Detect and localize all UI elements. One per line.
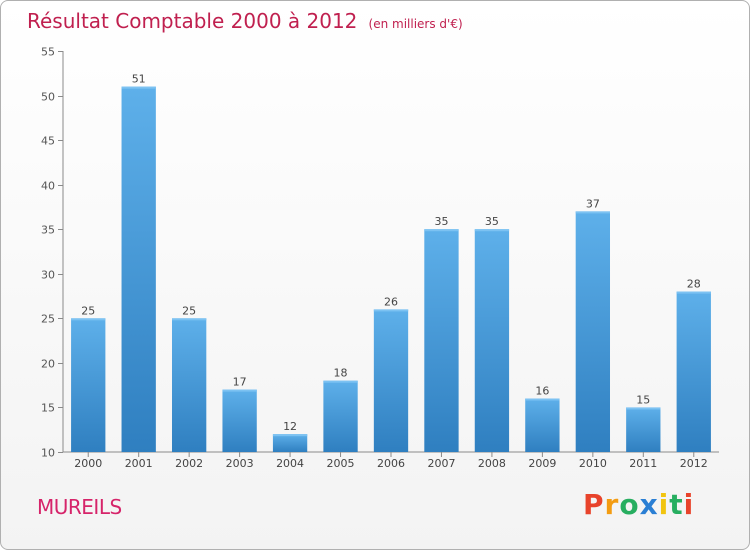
bar xyxy=(121,86,156,453)
commune-name: MUREILS xyxy=(37,495,122,519)
y-tick-label: 50 xyxy=(41,91,55,104)
y-tick-label: 10 xyxy=(41,447,55,460)
bar-top-highlight xyxy=(474,229,510,232)
x-tick-label: 2009 xyxy=(528,457,556,470)
logo-letter: r xyxy=(604,488,620,521)
bar-value-label: 35 xyxy=(485,215,499,228)
bar xyxy=(272,434,308,452)
plot-area: 10 15 20 25 30 35 40 45 50 55 25 2000 51 2001 25 2002 17… xyxy=(41,46,719,470)
y-tick-label: 15 xyxy=(41,402,55,415)
logo-letter: i xyxy=(683,488,695,521)
bar-top-highlight xyxy=(424,229,459,232)
x-tick-label: 2005 xyxy=(327,457,355,470)
x-tick-label: 2001 xyxy=(125,457,153,470)
x-tick-label: 2002 xyxy=(175,457,203,470)
logo-letter: o xyxy=(619,488,640,521)
logo-letter: P xyxy=(583,488,605,521)
bar-top-highlight xyxy=(121,86,156,89)
chart-title-text: Résultat Comptable 2000 à 2012 xyxy=(27,9,358,33)
y-tick-label: 20 xyxy=(41,358,55,371)
bar xyxy=(373,309,409,452)
bar-top-highlight xyxy=(676,291,711,294)
y-tick-label: 25 xyxy=(41,313,55,326)
bar-top-highlight xyxy=(626,407,661,410)
x-tick-label: 2003 xyxy=(226,457,254,470)
logo-letter: t xyxy=(669,488,684,521)
bar-value-label: 25 xyxy=(182,304,196,317)
bar xyxy=(474,229,510,452)
logo-letter: i xyxy=(658,488,670,521)
x-tick-label: 2011 xyxy=(629,457,657,470)
proxiti-logo: Proxiti xyxy=(583,488,694,521)
bar-top-highlight xyxy=(373,309,409,312)
chart-title: Résultat Comptable 2000 à 2012 (en milli… xyxy=(27,9,463,33)
y-tick-label: 45 xyxy=(41,135,55,148)
bar-value-label: 37 xyxy=(586,197,600,210)
bar xyxy=(171,318,207,452)
bar-value-label: 16 xyxy=(535,385,549,398)
bar xyxy=(323,380,358,452)
bar-top-highlight xyxy=(525,398,560,401)
bar-value-label: 51 xyxy=(132,73,146,86)
y-tick-label: 40 xyxy=(41,180,55,193)
bar-top-highlight xyxy=(222,389,257,392)
x-tick-label: 2010 xyxy=(579,457,607,470)
x-tick-label: 2006 xyxy=(377,457,405,470)
y-tick-label: 35 xyxy=(41,224,55,237)
bar-value-label: 18 xyxy=(334,367,348,380)
bar xyxy=(222,389,257,452)
bar xyxy=(676,291,711,452)
x-tick-label: 2012 xyxy=(680,457,708,470)
bar-top-highlight xyxy=(272,434,308,437)
bar-top-highlight xyxy=(71,318,106,321)
bar-top-highlight xyxy=(323,380,358,383)
x-tick-label: 2008 xyxy=(478,457,506,470)
bar-top-highlight xyxy=(575,211,611,214)
x-tick-label: 2004 xyxy=(276,457,304,470)
y-tick-label: 30 xyxy=(41,269,55,282)
y-tick-label: 55 xyxy=(41,46,55,59)
bar-value-label: 26 xyxy=(384,295,398,308)
bar-value-label: 15 xyxy=(636,393,650,406)
logo-letter: x xyxy=(639,488,659,521)
bar-value-label: 17 xyxy=(233,376,247,389)
chart-unit: (en milliers d'€) xyxy=(368,17,463,31)
bar-top-highlight xyxy=(171,318,207,321)
bar xyxy=(71,318,106,452)
bar-value-label: 12 xyxy=(283,420,297,433)
bar-value-label: 35 xyxy=(434,215,448,228)
bar xyxy=(626,407,661,452)
x-tick-label: 2007 xyxy=(427,457,455,470)
bar xyxy=(575,211,611,452)
bar-value-label: 25 xyxy=(81,304,95,317)
bar-value-label: 28 xyxy=(687,278,701,291)
bar xyxy=(525,398,560,452)
bar xyxy=(424,229,459,452)
x-tick-label: 2000 xyxy=(74,457,102,470)
